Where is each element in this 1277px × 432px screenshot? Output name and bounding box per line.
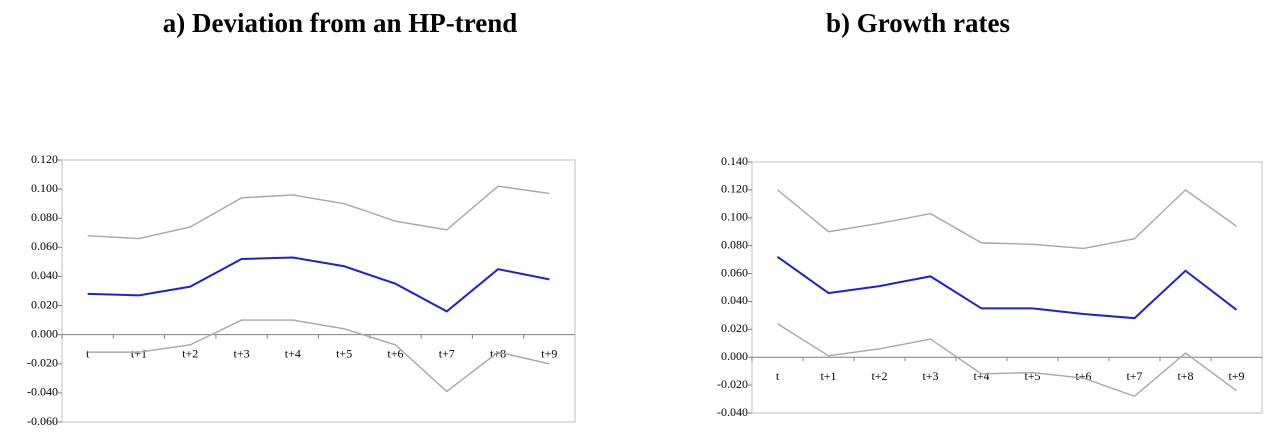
x-tick-label: t+9 [1228,369,1244,383]
chart-title: a) Deviation from an HP-trend [163,8,517,38]
y-tick-label: 0.020 [721,321,748,335]
x-tick-label: t+5 [336,346,352,360]
x-tick-label: t+9 [541,346,557,360]
x-tick-label: t+1 [820,369,836,383]
x-tick-label: t+3 [922,369,938,383]
series-line [87,185,550,240]
y-tick-label: -0.040 [717,405,748,419]
y-tick-label: 0.080 [31,210,58,224]
y-tick-label: 0.060 [31,239,58,253]
series-line [87,256,550,313]
y-tick-label: -0.020 [27,356,58,370]
x-tick-label: t [86,346,90,360]
x-tick-label: t+2 [871,369,887,383]
y-tick-label: -0.040 [27,385,58,399]
y-tick-label: 0.060 [721,265,748,279]
x-tick-label: t+2 [182,346,198,360]
y-tick-label: 0.040 [721,293,748,307]
y-tick-label: 0.080 [721,237,748,251]
y-tick-label: 0.120 [721,182,748,196]
plot-area [61,159,576,423]
x-tick-label: t [776,369,780,383]
plot-area [751,161,1263,414]
x-tick-label: t+6 [387,346,403,360]
y-tick-label: -0.020 [717,377,748,391]
x-tick-label: t+4 [285,346,301,360]
chart-title: b) Growth rates [826,8,1010,38]
y-tick-label: 0.020 [31,297,58,311]
series-line [87,319,550,393]
y-tick-label: 0.120 [31,152,58,166]
x-tick-label: t+3 [233,346,249,360]
x-tick-label: t+8 [1177,369,1193,383]
x-tick-label: t+4 [973,369,989,383]
y-tick-label: 0.100 [721,210,748,224]
x-tick-label: t+1 [131,346,147,360]
y-tick-label: 0.000 [721,349,748,363]
x-tick-label: t+5 [1024,369,1040,383]
y-tick-label: 0.040 [31,268,58,282]
y-tick-label: 0.140 [721,154,748,168]
x-tick-label: t+7 [1126,369,1142,383]
x-tick-label: t+8 [490,346,506,360]
y-tick-label: -0.060 [27,414,58,428]
series-line [776,256,1238,320]
series-line [777,188,1237,250]
y-tick-label: 0.000 [31,326,58,340]
y-tick-label: 0.100 [31,181,58,195]
series-line [777,323,1237,398]
x-tick-label: t+7 [439,346,455,360]
